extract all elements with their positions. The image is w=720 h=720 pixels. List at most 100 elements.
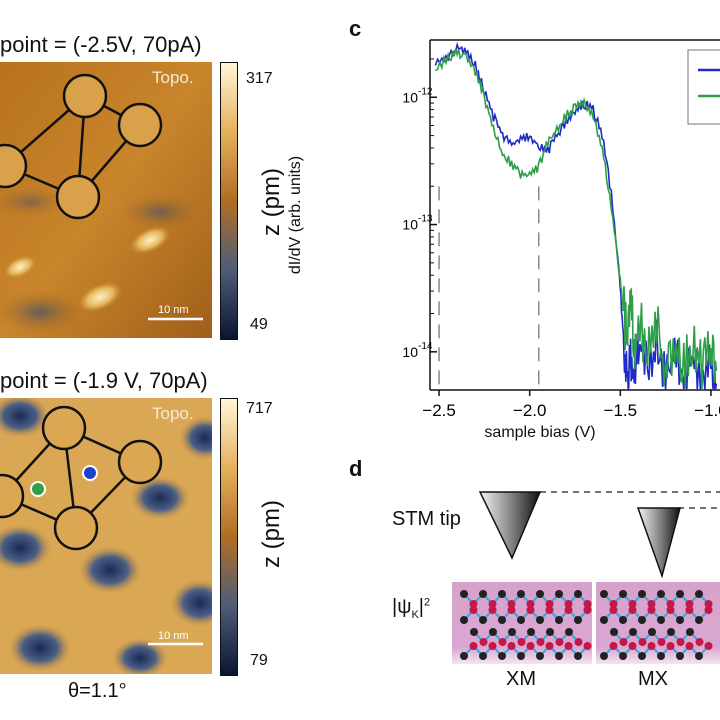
x-tick-label-1: −2.0 [513,401,547,420]
stm-tip-right [636,507,681,579]
lattice-atom-red [545,606,554,614]
lattice-atom-dark [600,590,608,598]
y-tick-label-0: 10 [402,344,418,360]
chart-c-ylabel: dI/dV (arb. units) [287,155,304,275]
lattice-atom-red [517,638,526,646]
y-tick-exp-1: -13 [418,214,433,225]
lattice-atom-dark [517,616,525,624]
panel-b-scale-bar-label: 10 nm [158,630,189,642]
lattice-atom-dark [695,616,703,624]
lattice-atom-dark [460,652,468,660]
lattice-atom-red [564,600,573,608]
lattice-atom-red [628,642,637,650]
lattice-atom-red [469,642,478,650]
lattice-atom-dark [638,652,646,660]
lattice-atom-red [507,606,516,614]
psi-label-rest: | [418,596,424,618]
psi-label-sub: K [411,609,419,621]
lattice-atom-red [498,638,507,646]
lattice-atom-red [695,638,704,646]
lattice-atom-red [488,600,497,608]
lattice-atom-dark [574,616,582,624]
lattice-atom-dark [498,616,506,624]
lattice-atom-red [469,600,478,608]
lattice-atom-dark [657,590,665,598]
lattice-atom-red [545,642,554,650]
panel-a-setpoint: point = (-2.5V, 70pA) [0,32,202,57]
lattice-atom-dark [479,590,487,598]
lattice-atom-dark [657,652,665,660]
green-marker [30,481,46,497]
lattice-atom-dark [638,590,646,598]
panel-a-z-axis-label: z (pm) [258,168,285,236]
lattice-atom-dark [619,616,627,624]
lattice-atom-dark [574,652,582,660]
lattice-atom-dark [619,652,627,660]
lattice-atom-dark [686,628,694,636]
lattice-atom-dark [536,590,544,598]
lattice-atom-dark [536,652,544,660]
x-tick-label-2: −1.5 [604,401,638,420]
lattice-atom-red [545,600,554,608]
panel-a-colorbar-max: 317 [246,70,273,87]
lattice-atom-red [526,642,535,650]
lattice-atom-red [685,642,694,650]
y-tick-label-1: 10 [402,217,418,233]
lattice-atom-dark [610,628,618,636]
panel-b-topo-image: Topo. 10 nm [0,398,212,674]
twist-angle-label: θ=1.1° [68,680,127,702]
lattice-atom-red [685,600,694,608]
blue-marker [82,465,98,481]
lattice-atom-dark [619,590,627,598]
panel-c-letter: c [349,16,362,41]
lattice-atom-dark [536,616,544,624]
psi-label-sup: 2 [424,596,431,609]
lattice-atom-red [488,642,497,650]
lattice-atom-red [526,606,535,614]
lattice-atom-dark [648,628,656,636]
lattice-atom-dark [555,652,563,660]
lattice-atom-dark [470,628,478,636]
lattice-atom-red [574,638,583,646]
lattice-atom-dark [546,628,554,636]
lattice-atom-red [666,606,675,614]
lattice-atom-dark [676,590,684,598]
lattice-atom-dark [657,616,665,624]
lattice-atom-dark [638,616,646,624]
lattice-atom-red [619,638,628,646]
lattice-atom-dark [489,628,497,636]
lattice-atom-dark [695,590,703,598]
panel-a-topo-image: Topo. 10 nm [0,62,212,338]
panel-b-z-axis-label: z (pm) [258,500,285,568]
lattice-atom-dark [460,590,468,598]
lattice-atom-red [704,606,713,614]
panel-a-scale-bar-label: 10 nm [158,304,189,316]
lattice-atom-red [647,642,656,650]
lattice-atom-dark [555,590,563,598]
lattice-atom-red [583,642,592,650]
lattice-atom-red [666,642,675,650]
lattice-atom-red [704,642,713,650]
lattice-atom-red [469,606,478,614]
y-tick-exp-2: -12 [418,86,433,97]
legend-box [687,49,720,125]
lattice-atom-dark [508,628,516,636]
panel-a-colorbar [220,62,238,340]
psi-label-main: |ψ [392,596,412,618]
lattice-atom-dark [460,616,468,624]
series-line-blue [434,41,718,391]
lattice-atom-red [657,638,666,646]
lattice-atom-dark [667,628,675,636]
lattice-atom-red [507,600,516,608]
lattice-atom-dark [695,652,703,660]
lattice-atom-red [628,606,637,614]
stm-tip-left [478,491,542,560]
lattice-atom-dark [676,616,684,624]
lattice-atom-dark [517,652,525,660]
psi-label: |ψK|2 [392,596,430,621]
lattice-atom-red [685,606,694,614]
lattice-atom-dark [527,628,535,636]
lattice-atom-dark [565,628,573,636]
panel-a-colorbar-min: 49 [250,316,268,333]
panel-b-setpoint: point = (-1.9 V, 70pA) [0,368,208,393]
